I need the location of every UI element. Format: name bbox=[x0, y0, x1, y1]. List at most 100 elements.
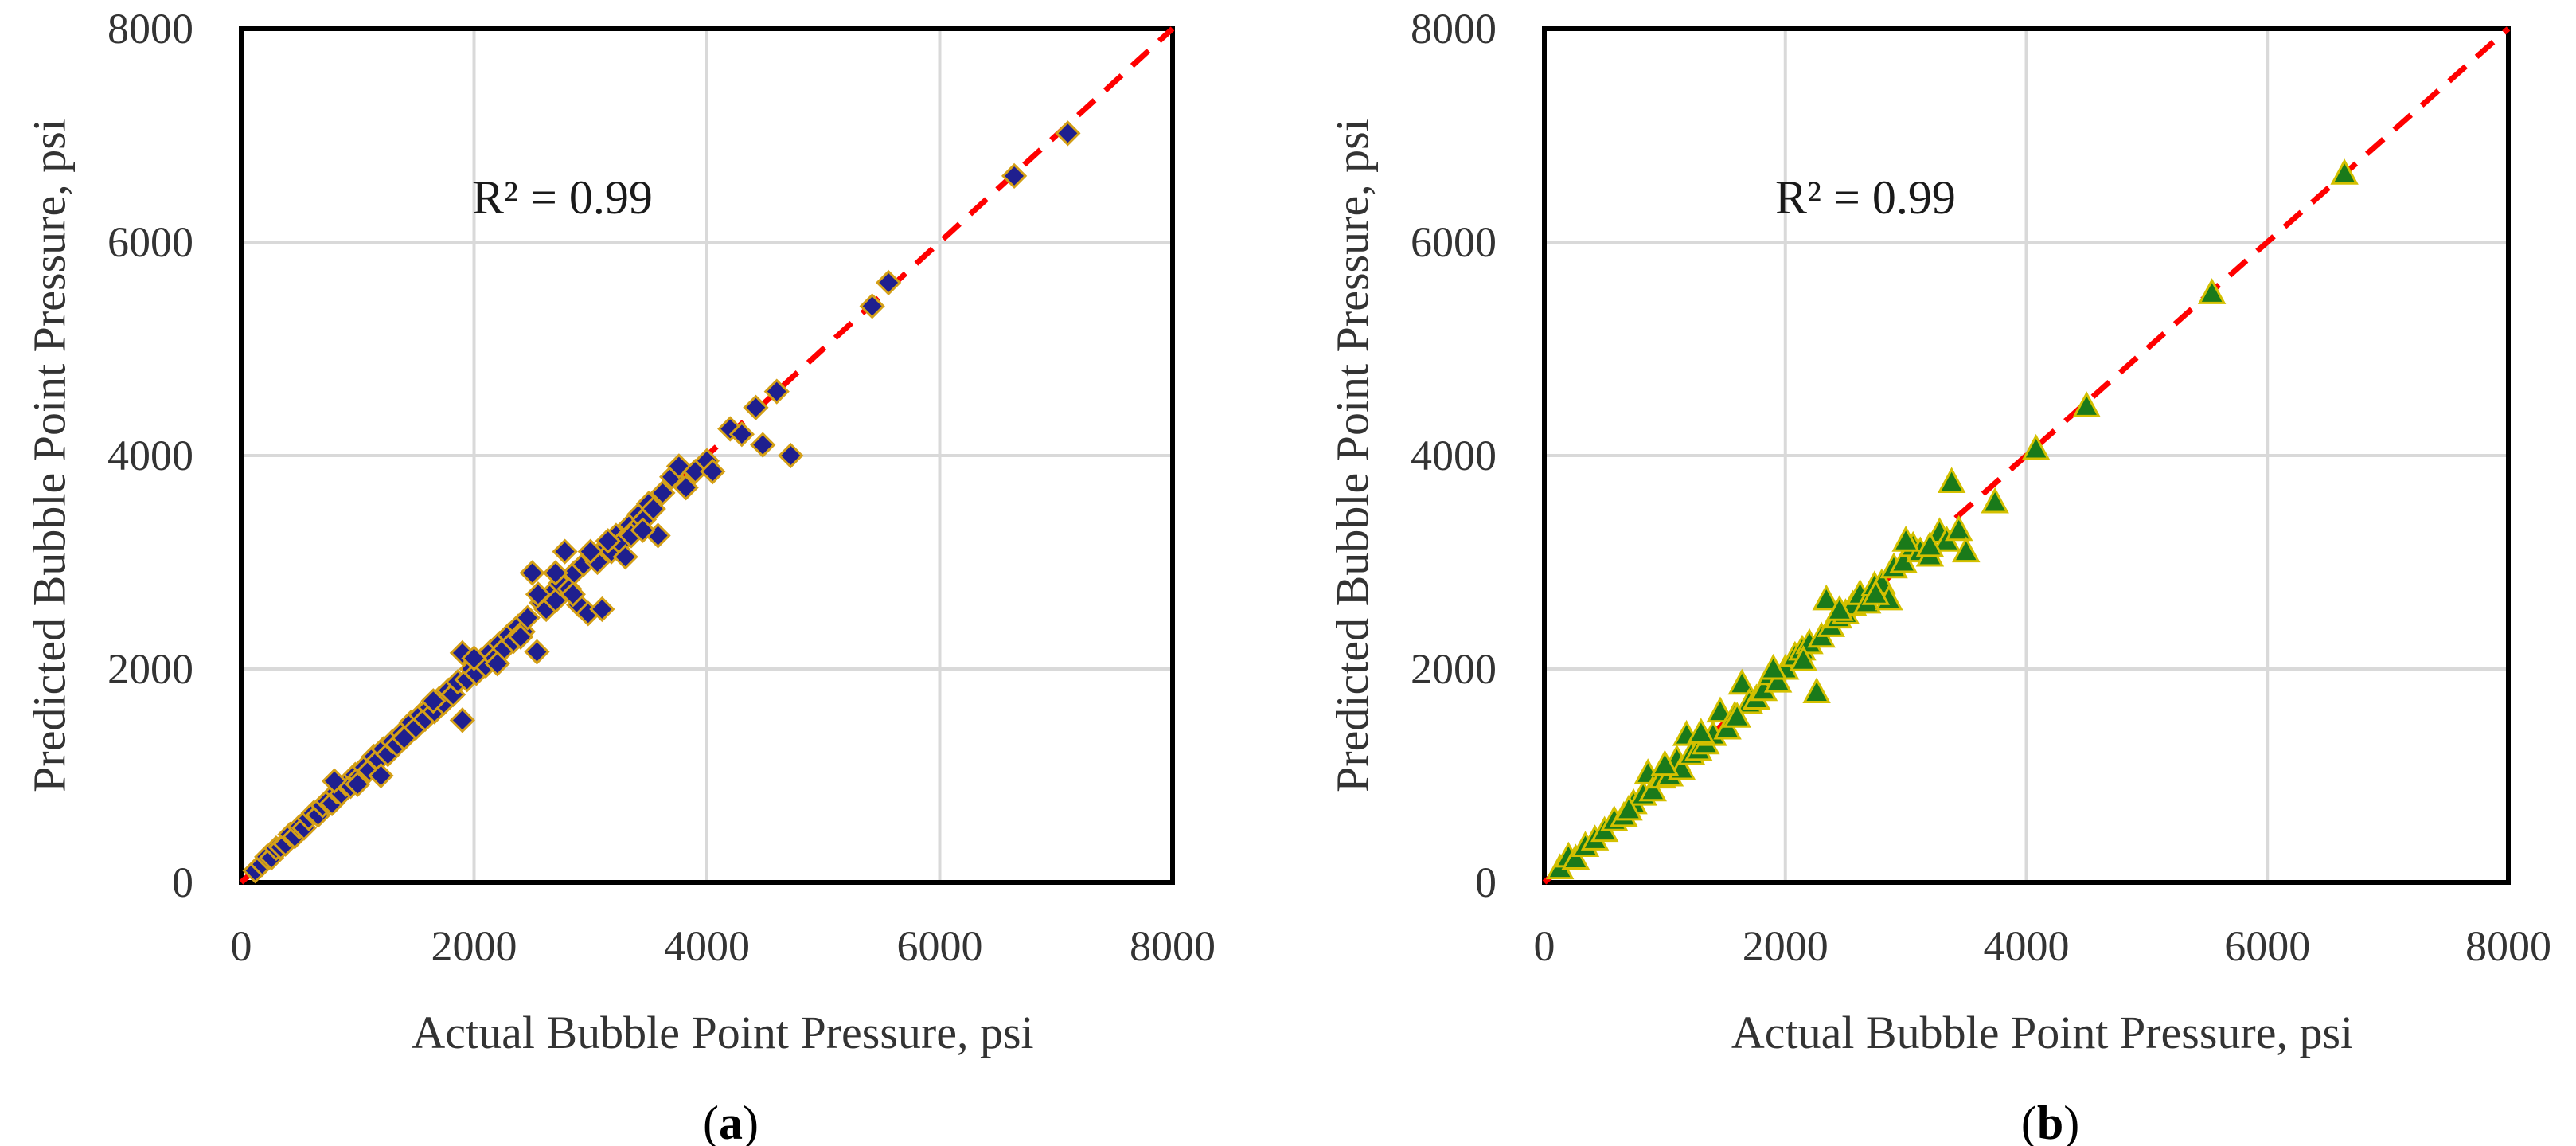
data-point bbox=[524, 639, 550, 665]
x-axis-title-a: Actual Bubble Point Pressure, psi bbox=[412, 1007, 1033, 1058]
plot-frame-a bbox=[239, 26, 1175, 885]
x-axis-title-b: Actual Bubble Point Pressure, psi bbox=[1731, 1007, 2353, 1058]
y-tick-label: 4000 bbox=[107, 432, 193, 479]
plot-frame-b bbox=[1542, 26, 2511, 885]
data-point bbox=[763, 378, 790, 405]
panel-letter-b: b bbox=[2037, 1097, 2063, 1146]
data-point bbox=[1055, 120, 1081, 147]
data-point bbox=[461, 645, 487, 671]
data-point bbox=[1802, 677, 1831, 703]
y-tick-label: 2000 bbox=[1411, 645, 1497, 693]
x-tick-label: 0 bbox=[1534, 922, 1555, 970]
data-point bbox=[321, 768, 348, 794]
data-point bbox=[876, 269, 902, 296]
data-point bbox=[1650, 749, 1680, 776]
data-point bbox=[743, 394, 769, 420]
data-point bbox=[1001, 162, 1028, 190]
r-squared-annotation-b: R² = 0.99 bbox=[1775, 171, 1956, 224]
y-tick-label: 6000 bbox=[107, 218, 193, 266]
x-tick-label: 6000 bbox=[897, 922, 983, 970]
data-point bbox=[525, 581, 552, 608]
panel-label-b: (b) bbox=[2021, 1097, 2079, 1146]
data-point bbox=[560, 581, 586, 608]
data-point bbox=[345, 771, 371, 797]
data-point bbox=[1945, 514, 1973, 542]
data-point bbox=[2330, 158, 2359, 185]
data-point bbox=[1789, 645, 1818, 671]
data-point bbox=[1727, 668, 1756, 695]
data-point bbox=[630, 517, 656, 543]
x-tick-label: 0 bbox=[231, 922, 252, 970]
data-points-a bbox=[242, 120, 1081, 884]
data-point bbox=[612, 544, 638, 570]
panel-label-a: (a) bbox=[703, 1097, 759, 1146]
data-point bbox=[673, 475, 699, 501]
data-point bbox=[728, 421, 755, 448]
data-point bbox=[420, 688, 447, 714]
y-tick-label: 8000 bbox=[107, 5, 193, 53]
data-point bbox=[484, 651, 510, 677]
y-tick-label: 8000 bbox=[1411, 5, 1497, 53]
y-tick-label: 0 bbox=[172, 859, 193, 906]
data-point bbox=[1915, 530, 1945, 557]
data-point bbox=[750, 432, 776, 458]
y-tick-label: 4000 bbox=[1411, 432, 1497, 479]
x-tick-label: 4000 bbox=[1984, 922, 2070, 970]
x-tick-label: 2000 bbox=[1743, 922, 1829, 970]
x-tick-label: 6000 bbox=[2224, 922, 2310, 970]
x-tick-label: 2000 bbox=[431, 922, 517, 970]
data-point bbox=[1861, 579, 1891, 605]
data-point bbox=[449, 707, 475, 733]
x-tick-label: 8000 bbox=[1130, 922, 1216, 970]
data-points-b bbox=[1545, 158, 2359, 880]
data-point bbox=[640, 495, 666, 522]
data-point bbox=[1687, 718, 1715, 744]
data-point bbox=[507, 624, 534, 650]
y-axis-title-b: Predicted Bubble Point Pressure, psi bbox=[1326, 119, 1378, 792]
data-point bbox=[1723, 702, 1751, 728]
y-axis-title-a: Predicted Bubble Point Pressure, psi bbox=[23, 119, 75, 792]
data-point bbox=[368, 762, 394, 789]
data-point bbox=[1952, 536, 1981, 563]
data-point bbox=[778, 442, 804, 469]
data-point bbox=[1812, 584, 1840, 611]
data-point bbox=[514, 604, 541, 631]
chart-panel-b: 0 2000 4000 6000 8000 0 2000 4000 6000 8… bbox=[1326, 5, 2551, 1146]
data-point bbox=[700, 458, 726, 485]
data-point bbox=[391, 725, 417, 752]
data-point bbox=[552, 538, 578, 565]
data-point bbox=[1614, 794, 1643, 821]
data-point bbox=[577, 538, 603, 565]
x-tick-label: 4000 bbox=[664, 922, 750, 970]
x-tick-labels-a: 0 2000 4000 6000 8000 bbox=[231, 922, 1216, 970]
data-point bbox=[650, 479, 676, 507]
y-tick-labels-b: 0 2000 4000 6000 8000 bbox=[1411, 5, 1497, 906]
r-squared-annotation-a: R² = 0.99 bbox=[472, 171, 653, 224]
data-point bbox=[542, 560, 568, 586]
data-point bbox=[1763, 666, 1793, 693]
y-tick-label: 2000 bbox=[107, 645, 193, 693]
y-tick-label: 6000 bbox=[1411, 218, 1497, 266]
data-point bbox=[1981, 487, 2009, 514]
x-tick-label: 8000 bbox=[2465, 922, 2551, 970]
data-point bbox=[2197, 278, 2227, 304]
data-point bbox=[589, 596, 615, 623]
data-point bbox=[1706, 696, 1735, 723]
y-tick-labels-a: 0 2000 4000 6000 8000 bbox=[107, 5, 193, 906]
data-point bbox=[1891, 526, 1920, 552]
data-point bbox=[2021, 433, 2051, 460]
data-point bbox=[859, 293, 885, 319]
data-point bbox=[1937, 467, 1966, 493]
data-point bbox=[1758, 653, 1788, 680]
data-point bbox=[519, 560, 545, 586]
y-tick-label: 0 bbox=[1475, 859, 1497, 906]
data-point bbox=[1825, 595, 1854, 621]
data-point bbox=[1561, 843, 1590, 870]
chart-panel-a: 0 2000 4000 6000 8000 0 2000 4000 6000 8… bbox=[23, 5, 1216, 1146]
data-point bbox=[1638, 775, 1667, 802]
data-point bbox=[595, 528, 621, 554]
panel-letter-a: a bbox=[719, 1097, 743, 1146]
data-point bbox=[2072, 391, 2101, 417]
x-tick-labels-b: 0 2000 4000 6000 8000 bbox=[1534, 922, 2552, 970]
